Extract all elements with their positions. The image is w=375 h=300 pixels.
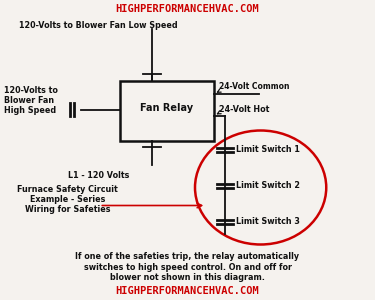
Bar (120, 81, 214, 141)
Text: L1 - 120 Volts: L1 - 120 Volts (68, 171, 129, 180)
Text: Furnace Safety Circuit
Example - Series
Wiring for Safeties: Furnace Safety Circuit Example - Series … (17, 184, 118, 214)
Text: If one of the safeties trip, the relay automatically
switches to high speed cont: If one of the safeties trip, the relay a… (75, 252, 300, 282)
Text: Limit Switch 3: Limit Switch 3 (236, 218, 300, 226)
Text: 24-Volt Hot: 24-Volt Hot (219, 105, 269, 114)
Text: Limit Switch 1: Limit Switch 1 (236, 146, 300, 154)
Text: HIGHPERFORMANCEHVAC.COM: HIGHPERFORMANCEHVAC.COM (116, 4, 260, 14)
Text: Limit Switch 2: Limit Switch 2 (236, 182, 300, 190)
Text: Fan Relay: Fan Relay (140, 103, 194, 113)
Text: HIGHPERFORMANCEHVAC.COM: HIGHPERFORMANCEHVAC.COM (116, 286, 260, 296)
Text: 24-Volt Common: 24-Volt Common (219, 82, 289, 91)
Text: 120-Volts to
Blower Fan
High Speed: 120-Volts to Blower Fan High Speed (4, 85, 58, 116)
Text: 120-Volts to Blower Fan Low Speed: 120-Volts to Blower Fan Low Speed (19, 21, 177, 30)
